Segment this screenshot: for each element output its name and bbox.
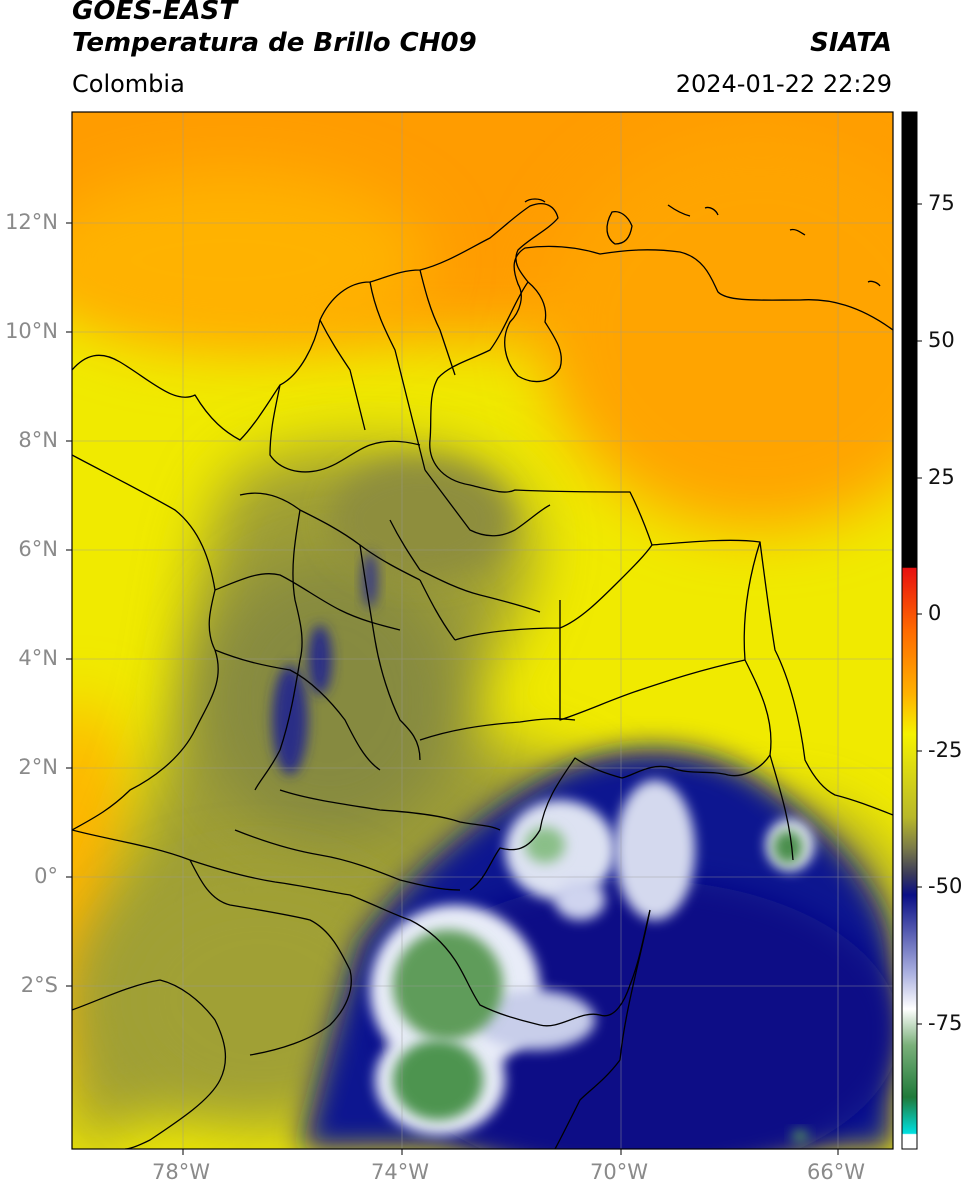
axis-ticks bbox=[66, 222, 839, 1155]
region-label: Colombia bbox=[72, 70, 185, 98]
venezuela-brazil-border bbox=[759, 541, 893, 816]
lon-label-74w: 74°W bbox=[371, 1160, 429, 1184]
andes-dept-5 bbox=[359, 544, 421, 761]
caribbean-depts-1 bbox=[269, 384, 421, 473]
colorbar bbox=[901, 111, 918, 1150]
santander-line bbox=[424, 469, 551, 537]
andes-dept-4 bbox=[254, 509, 303, 791]
colorbar-label-minus25: -25 bbox=[928, 738, 963, 762]
lat-label-8n: 8°N bbox=[18, 428, 58, 452]
island-3 bbox=[789, 228, 806, 236]
lat-label-0: 0° bbox=[34, 864, 58, 888]
brazil-peru-border bbox=[554, 909, 651, 1149]
lon-label-70w: 70°W bbox=[590, 1160, 648, 1184]
colorbar-label-25: 25 bbox=[928, 465, 955, 489]
agency-label: SIATA bbox=[810, 28, 892, 58]
andes-dept-6 bbox=[419, 579, 456, 641]
curacao bbox=[606, 210, 633, 245]
boyaca-line bbox=[389, 519, 541, 613]
ecuador-peru-border bbox=[72, 979, 227, 1149]
colorbar-ticks bbox=[917, 203, 922, 1025]
graticule bbox=[72, 112, 893, 1149]
meta-vichada-line bbox=[454, 544, 653, 641]
brazil-guyana bbox=[769, 754, 794, 861]
datetime-label: 2024-01-22 22:29 bbox=[675, 70, 892, 98]
colombia-border-east bbox=[429, 281, 772, 891]
lat-label-10n: 10°N bbox=[5, 319, 58, 343]
lat-label-6n: 6°N bbox=[18, 537, 58, 561]
venezuela-state-line bbox=[559, 600, 746, 721]
andes-dept-2 bbox=[214, 573, 401, 631]
colorbar-label-75: 75 bbox=[928, 191, 955, 215]
lat-label-2s: 2°S bbox=[20, 973, 58, 997]
caribbean-depts-4 bbox=[419, 269, 456, 376]
colorbar-label-minus50: -50 bbox=[928, 874, 963, 898]
lon-label-66w: 66°W bbox=[807, 1160, 865, 1184]
aruba bbox=[524, 198, 546, 203]
caqueta-line bbox=[279, 789, 501, 831]
boundaries bbox=[72, 198, 893, 1149]
caribbean-coast bbox=[72, 203, 893, 441]
caribbean-depts-3 bbox=[369, 281, 426, 471]
andes-dept-1 bbox=[239, 492, 421, 581]
plot-frame bbox=[71, 111, 894, 1150]
product-title: Temperatura de Brillo CH09 bbox=[72, 28, 477, 58]
colorbar-label-50: 50 bbox=[928, 328, 955, 352]
colorbar-label-0: 0 bbox=[928, 601, 942, 625]
lat-label-12n: 12°N bbox=[5, 210, 58, 234]
caribbean-depts-2 bbox=[319, 319, 366, 431]
colombia-border-south bbox=[72, 829, 651, 1027]
putumayo-line bbox=[234, 829, 461, 891]
margarita bbox=[667, 204, 691, 217]
satellite-title: GOES-EAST bbox=[72, 0, 238, 26]
island-4 bbox=[867, 280, 881, 287]
guaviare-line bbox=[419, 718, 576, 741]
island-2 bbox=[704, 206, 719, 216]
andes-dept-3 bbox=[214, 649, 381, 771]
colorbar-label-minus75: -75 bbox=[928, 1011, 963, 1035]
ecuador-outline bbox=[189, 859, 352, 1056]
lon-label-78w: 78°W bbox=[152, 1160, 210, 1184]
lat-label-2n: 2°N bbox=[18, 755, 58, 779]
lat-label-4n: 4°N bbox=[18, 646, 58, 670]
